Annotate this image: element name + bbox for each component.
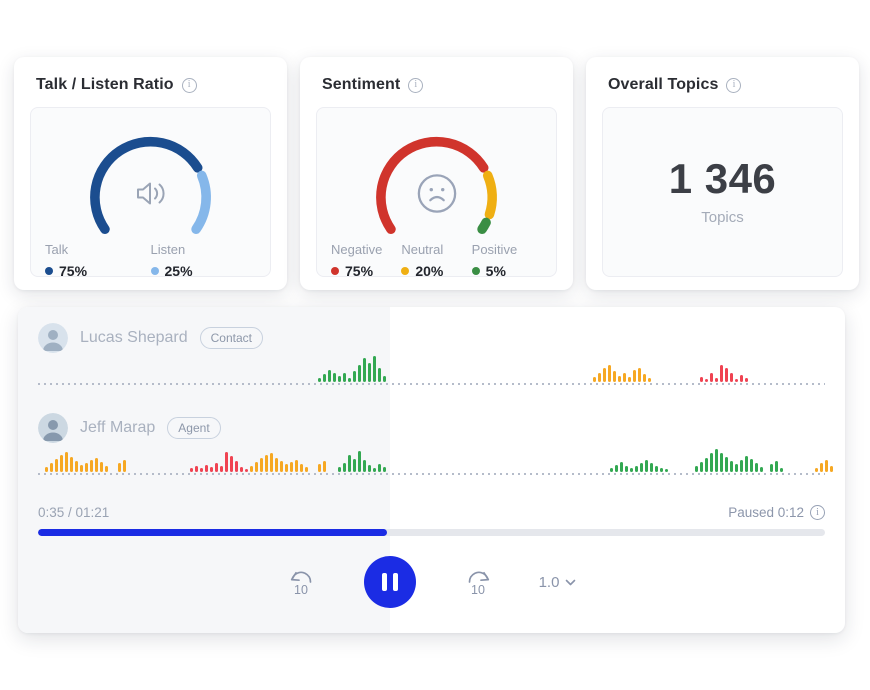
legend-item: Talk 75% bbox=[45, 242, 88, 279]
avatar bbox=[38, 323, 68, 353]
legend-item: Listen 25% bbox=[150, 242, 193, 279]
topics-panel: 1 346 Topics bbox=[602, 107, 843, 277]
legend: Negative 75% Neutral 20% Positive 5% bbox=[331, 242, 542, 279]
card-header: Talk / Listen Ratio i bbox=[36, 76, 271, 94]
playback-speed-selector[interactable]: 1.0 bbox=[539, 574, 577, 591]
gauge-panel: Negative 75% Neutral 20% Positive 5% bbox=[316, 107, 557, 279]
speaker-name: Lucas Shepard bbox=[80, 329, 188, 346]
speaker-name: Jeff Marap bbox=[80, 419, 156, 436]
forward-10-button[interactable]: 10 bbox=[462, 568, 493, 596]
sentiment-card: Sentiment i Negative 75% Neutral 20% bbox=[300, 57, 573, 290]
waveform-contact[interactable] bbox=[38, 355, 825, 385]
svg-text:10: 10 bbox=[294, 583, 308, 596]
role-badge: Agent bbox=[167, 417, 221, 439]
info-icon[interactable]: i bbox=[408, 77, 424, 93]
gauge-arc bbox=[376, 136, 497, 234]
waveform-agent[interactable] bbox=[38, 445, 833, 475]
playback-controls: 10 10 1.0 bbox=[18, 556, 845, 608]
card-title: Sentiment bbox=[322, 76, 401, 93]
topics-label: Topics bbox=[701, 208, 744, 226]
legend: Talk 75% Listen 25% bbox=[45, 242, 256, 279]
info-icon[interactable]: i bbox=[810, 505, 825, 520]
card-title: Talk / Listen Ratio bbox=[36, 76, 174, 93]
time-row: 0:35 / 01:21 Paused 0:12 i bbox=[38, 505, 825, 520]
paused-label: Paused 0:12 bbox=[728, 505, 804, 520]
chevron-down-icon bbox=[566, 579, 576, 585]
gauge-panel: Talk 75% Listen 25% bbox=[30, 107, 271, 279]
progress-fill bbox=[38, 529, 387, 536]
legend-item: Positive 5% bbox=[471, 242, 518, 279]
progress-bar[interactable] bbox=[38, 529, 825, 536]
talk-listen-gauge bbox=[45, 114, 256, 246]
pause-button[interactable] bbox=[363, 556, 416, 608]
role-badge: Contact bbox=[199, 327, 263, 349]
paused-indicator: Paused 0:12 i bbox=[728, 505, 825, 520]
avatar bbox=[38, 413, 68, 443]
forward-10-icon: 10 bbox=[468, 571, 489, 596]
speaker-row-agent: Jeff Marap Agent bbox=[38, 413, 825, 443]
call-player-panel: Lucas Shepard Contact Jeff Marap Agent 0… bbox=[18, 307, 845, 633]
speaker-row-contact: Lucas Shepard Contact bbox=[38, 323, 825, 353]
overall-topics-card: Overall Topics i 1 346 Topics bbox=[586, 57, 859, 290]
info-icon[interactable]: i bbox=[181, 77, 197, 93]
svg-text:10: 10 bbox=[471, 583, 485, 596]
metric-cards-row: Talk / Listen Ratio i Talk 75% Listen 25% bbox=[14, 57, 859, 290]
speaker-icon bbox=[132, 179, 170, 214]
elapsed-time: 0:35 / 01:21 bbox=[38, 505, 110, 520]
legend-item: Neutral 20% bbox=[401, 242, 444, 279]
talk-listen-card: Talk / Listen Ratio i Talk 75% Listen 25% bbox=[14, 57, 287, 290]
pause-icon bbox=[381, 573, 387, 591]
legend-item: Negative 75% bbox=[331, 242, 383, 279]
rewind-10-icon: 10 bbox=[290, 571, 311, 596]
card-header: Overall Topics i bbox=[608, 76, 843, 94]
info-icon[interactable]: i bbox=[726, 77, 742, 93]
sentiment-gauge bbox=[331, 114, 542, 246]
rewind-10-button[interactable]: 10 bbox=[287, 568, 318, 596]
gauge-arc bbox=[90, 136, 211, 234]
sad-face-icon bbox=[416, 173, 458, 220]
speed-value: 1.0 bbox=[538, 573, 560, 591]
card-title: Overall Topics bbox=[608, 76, 719, 93]
topics-count: 1 346 bbox=[668, 154, 777, 202]
card-header: Sentiment i bbox=[322, 76, 557, 94]
